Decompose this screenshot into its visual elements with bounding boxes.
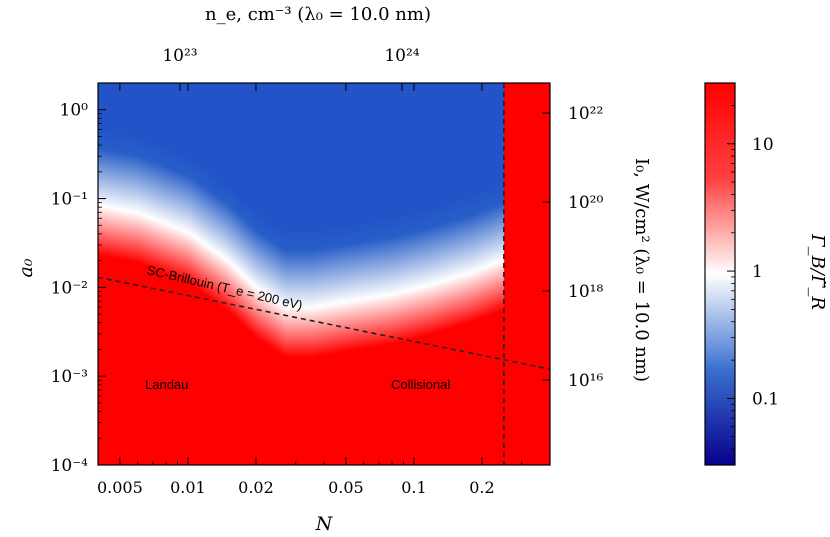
x-axis-label: N [315, 513, 334, 535]
colorbar-label: Γ_B/Γ̃_R [807, 233, 828, 310]
x-tick-label: 0.01 [170, 478, 206, 497]
x-tick-label: 0.1 [401, 478, 426, 497]
landau-label: Landau [145, 377, 188, 392]
top-tick-label: 10²³ [162, 46, 197, 66]
x-tick-label: 0.02 [238, 478, 274, 497]
right-tick-label: 10¹⁸ [568, 282, 603, 302]
colorbar [704, 82, 736, 466]
right-axis-label: I₀, W/cm² (λ₀ = 10.0 nm) [631, 158, 652, 382]
right-tick-label: 10²⁰ [568, 193, 603, 213]
colorbar-tick-label: 0.1 [752, 389, 779, 409]
colorbar-tick-label: 10 [752, 135, 774, 155]
x-tick-label: 0.2 [469, 478, 494, 497]
colorbar-tick-label: 1 [752, 262, 763, 282]
collisional-label: Collisional [391, 377, 450, 392]
y-tick-label: 10⁻⁴ [51, 456, 89, 476]
sc-brillouin-line [98, 276, 550, 370]
right-tick-label: 10²² [568, 104, 603, 124]
top-tick-label: 10²⁴ [384, 46, 419, 66]
y-tick-label: 10⁰ [60, 101, 89, 121]
top-axis-label: n_e, cm⁻³ (λ₀ = 10.0 nm) [205, 4, 431, 25]
y-tick-label: 10⁻³ [51, 367, 88, 387]
right-tick-label: 10¹⁶ [568, 371, 603, 391]
x-tick-label: 0.005 [97, 478, 143, 497]
y-axis-label: a₀ [15, 258, 37, 277]
y-tick-label: 10⁻¹ [51, 190, 88, 210]
y-tick-label: 10⁻² [51, 278, 88, 298]
x-tick-label: 0.05 [328, 478, 364, 497]
heatmap-image [98, 83, 550, 465]
